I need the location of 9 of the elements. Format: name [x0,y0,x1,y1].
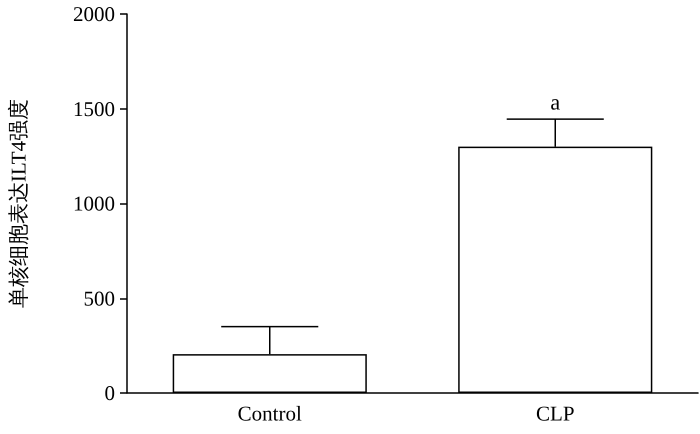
x-tick-label: CLP [536,402,575,426]
y-axis-title: 单核细胞表达ILT4强度 [6,98,30,308]
y-tick-label: 1000 [73,192,115,216]
x-tick-label: Control [238,402,302,426]
y-tick-label: 500 [84,286,115,310]
annotation: a [550,90,560,115]
y-tick-label: 1500 [73,96,115,121]
y-tick-label: 0 [104,381,115,405]
y-tick-label: 2000 [73,2,115,26]
